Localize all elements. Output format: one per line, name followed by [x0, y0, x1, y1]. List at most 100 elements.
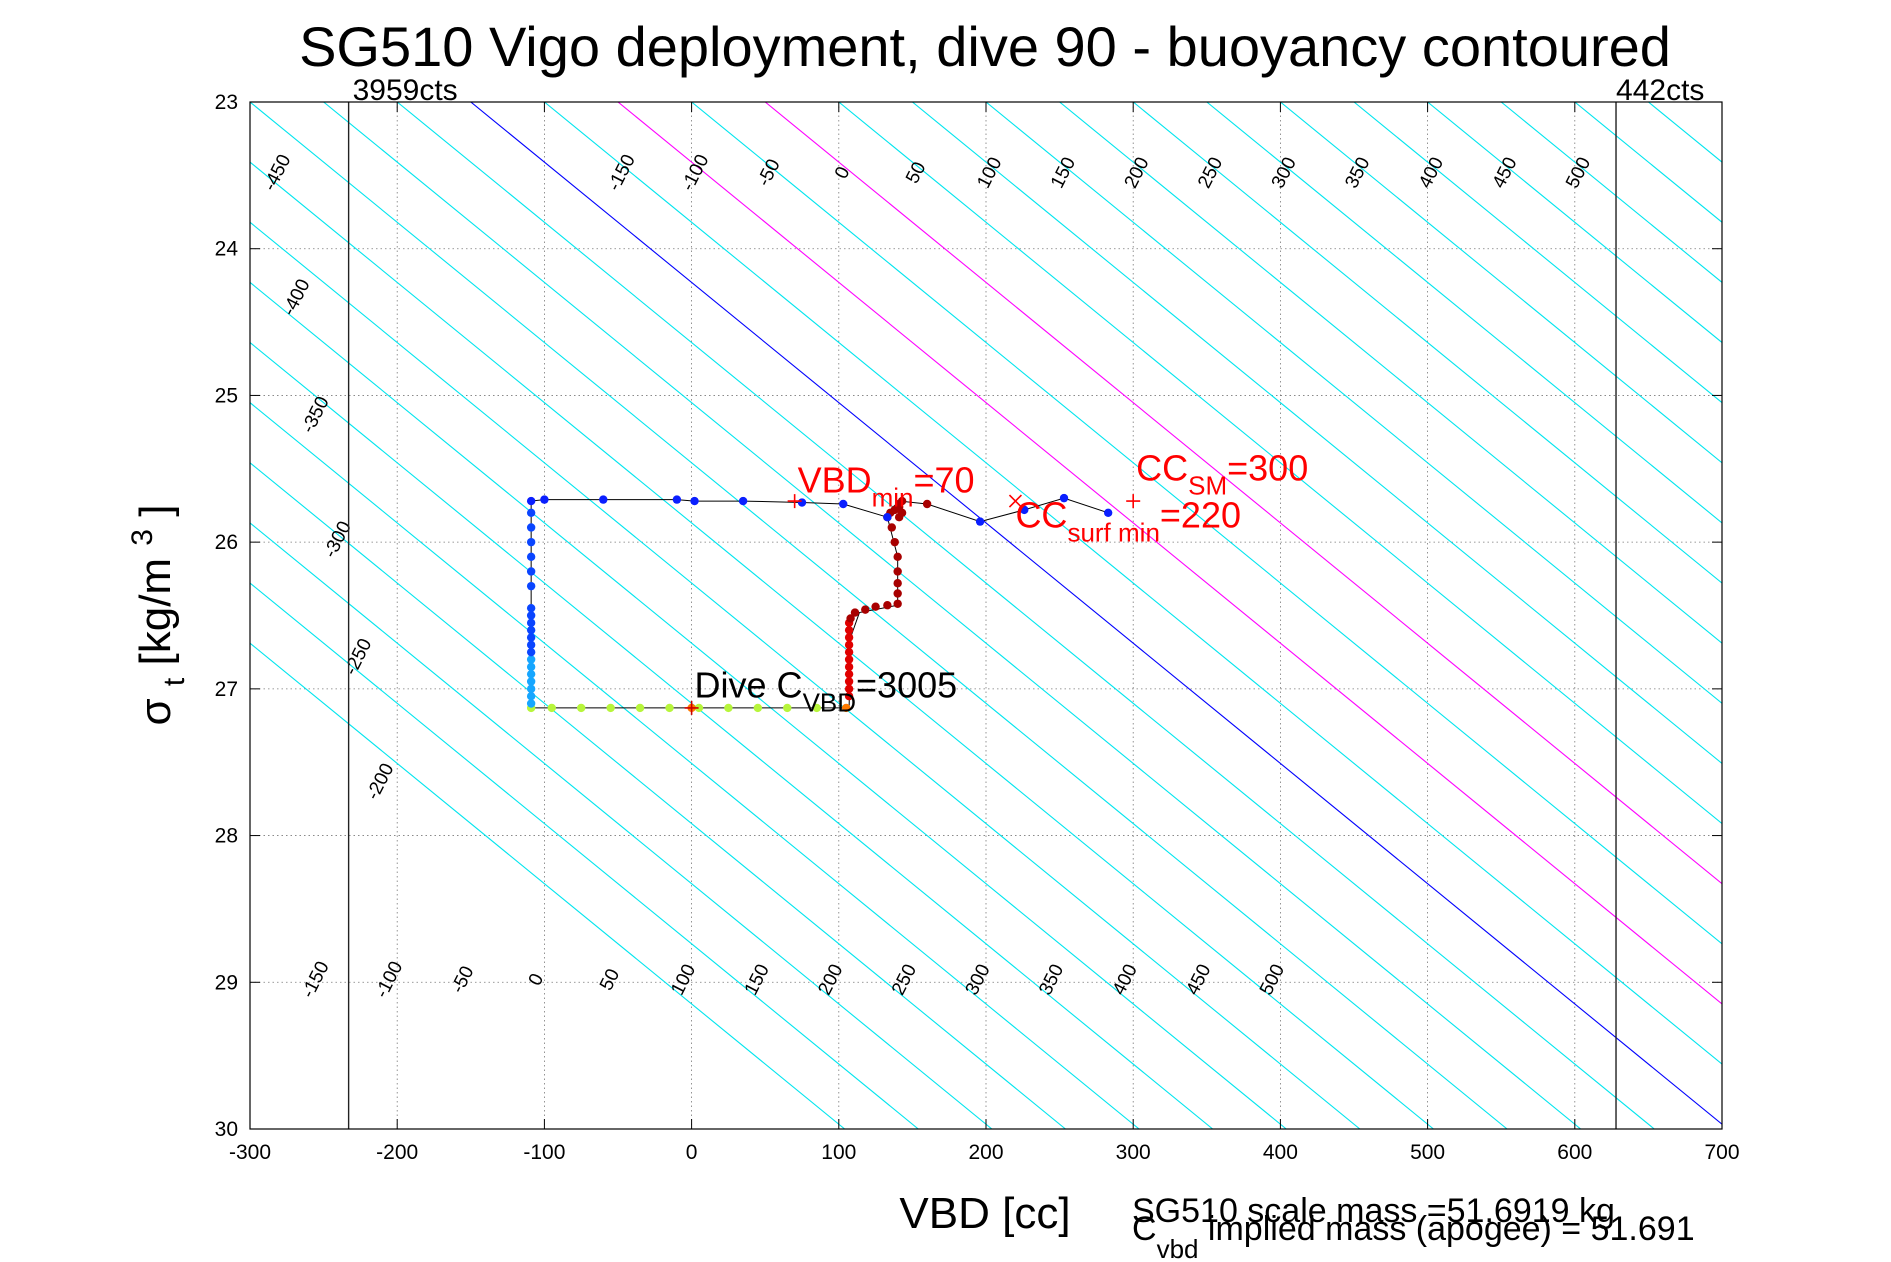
data-point-descent	[526, 611, 536, 620]
label-vbd_min-value: =70	[914, 459, 975, 500]
contour-line-magenta	[617, 102, 1722, 1005]
contour-line-cyan	[985, 102, 1722, 704]
y-tick-label: 28	[215, 825, 238, 848]
contour-line-cyan	[1206, 102, 1722, 524]
data-point-ascent	[844, 655, 854, 664]
data-point-descent	[526, 677, 536, 686]
contour-line-cyan	[1500, 102, 1722, 284]
contour-line-cyan	[250, 462, 1066, 1129]
data-point-ascent	[861, 605, 870, 614]
data-point-ascent	[844, 669, 854, 679]
label-cc_surf_min-main: CC	[1015, 494, 1067, 535]
data-point-surface	[839, 499, 848, 509]
label-cc_surf_min-sub: surf min	[1067, 517, 1159, 547]
data-point-ascent	[893, 579, 902, 588]
footnote-implied-subscript: vbd	[1157, 1234, 1199, 1262]
footnotes: SG510 scale mass =51.6919 kg Cvbd implie…	[1132, 1192, 1695, 1262]
data-point-ascent	[844, 677, 854, 686]
y-axis-label-symbol: σ	[131, 698, 180, 725]
contour-line-cyan	[1059, 102, 1722, 644]
y-tick-label: 27	[215, 678, 238, 701]
contour-line-magenta	[764, 102, 1722, 885]
data-point-ascent	[922, 499, 932, 509]
label-dive_c_vbd-value: =3005	[856, 665, 957, 706]
data-point-descent	[526, 647, 536, 657]
chart-title: SG510 Vigo deployment, dive 90 - buoyanc…	[299, 15, 1671, 78]
x-tick-label: 700	[1704, 1141, 1739, 1164]
contour-line-cyan	[912, 102, 1722, 765]
data-point-ascent	[844, 662, 854, 672]
data-point-bottom	[783, 703, 792, 713]
footnote-implied-symbol: C	[1132, 1210, 1157, 1248]
y-axis-label-subscript: t	[158, 677, 191, 686]
y-tick-label: 25	[215, 384, 238, 407]
x-tick-label: 600	[1557, 1141, 1592, 1164]
buoyancy-contours	[250, 102, 1722, 1129]
x-axis-ticks: -300 -200 -100 0 100 200 300 400 500 600 700	[229, 102, 1740, 1164]
contour-line-cyan	[1427, 102, 1722, 344]
data-point-ascent	[893, 567, 902, 576]
label-dive_c_vbd-main: Dive C	[695, 665, 803, 706]
data-point-bottom	[606, 703, 615, 713]
y-tick-label: 29	[215, 971, 238, 994]
data-point-bottom	[753, 703, 763, 713]
footnote-scale-mass: SG510 scale mass =51.6919 kg	[1132, 1192, 1615, 1230]
y-tick-label: 26	[215, 531, 238, 554]
y-axis-label-close: ]	[131, 505, 180, 517]
data-point-ascent	[890, 537, 899, 547]
data-point-bottom	[841, 703, 851, 713]
data-point-surface	[599, 495, 608, 504]
x-tick-label: -300	[229, 1141, 271, 1164]
data-point-ascent	[871, 602, 880, 611]
data-point-bottom	[724, 703, 733, 713]
contour-line-cyan	[544, 102, 1722, 1065]
svg-text:σ t [kg/m 3: σ t [kg/m 3 ]	[113, 505, 194, 726]
data-point-descent	[526, 581, 536, 591]
data-point-descent	[526, 640, 536, 650]
data-point-descent	[526, 684, 536, 694]
contour-line-cyan	[250, 161, 1434, 1129]
contour-line-cyan	[1280, 102, 1722, 464]
data-point-ascent	[846, 614, 855, 623]
marker-dive_c_vbd	[684, 700, 699, 715]
y-axis-ticks: 23 24 25 26 27 28 29 30	[215, 91, 1722, 1141]
data-point-descent	[526, 603, 536, 613]
label-cc_sm-sub: SM	[1188, 471, 1227, 501]
label-vbd_min: VBDmin=70	[798, 459, 975, 512]
y-tick-label: 24	[215, 238, 239, 261]
x-tick-label: 200	[968, 1141, 1003, 1164]
dive-profile	[526, 493, 1113, 713]
data-point-ascent	[893, 552, 902, 562]
data-point-descent	[526, 567, 536, 576]
y-tick-label: 30	[215, 1118, 238, 1141]
data-point-ascent	[844, 633, 854, 642]
data-point-descent	[526, 662, 536, 672]
label-dive_c_vbd-sub: VBD	[803, 688, 856, 718]
data-point-descent	[526, 523, 536, 532]
label-cc_surf_min-value: =220	[1160, 494, 1241, 535]
data-point-descent	[526, 655, 536, 664]
contour-line-cyan	[838, 102, 1722, 825]
y-tick-label: 23	[215, 91, 238, 114]
contour-line-cyan	[250, 642, 846, 1129]
marker-cc_surf_min	[1008, 494, 1023, 508]
contour-line-cyan	[250, 582, 919, 1129]
x-tick-label: 300	[1116, 1141, 1151, 1164]
label-vbd_min-main: VBD	[798, 459, 872, 500]
data-point-surface	[690, 496, 699, 506]
data-point-ascent	[844, 647, 854, 657]
data-point-descent	[526, 552, 536, 562]
x-tick-label: -200	[376, 1141, 418, 1164]
footnote-implied-text: implied mass (apogee) = 51.691	[1198, 1210, 1694, 1248]
data-point-ascent	[844, 625, 854, 635]
contour-line-cyan	[691, 102, 1722, 945]
data-point-ascent	[883, 601, 892, 610]
data-point-descent	[526, 691, 536, 701]
data-point-ascent	[844, 691, 854, 701]
contour-line-cyan	[396, 102, 1655, 1129]
x-tick-label: 400	[1263, 1141, 1298, 1164]
data-point-ascent	[887, 523, 896, 532]
data-point-ascent	[844, 684, 854, 694]
y-axis-label: σ t [kg/m 3 ]	[113, 505, 194, 726]
